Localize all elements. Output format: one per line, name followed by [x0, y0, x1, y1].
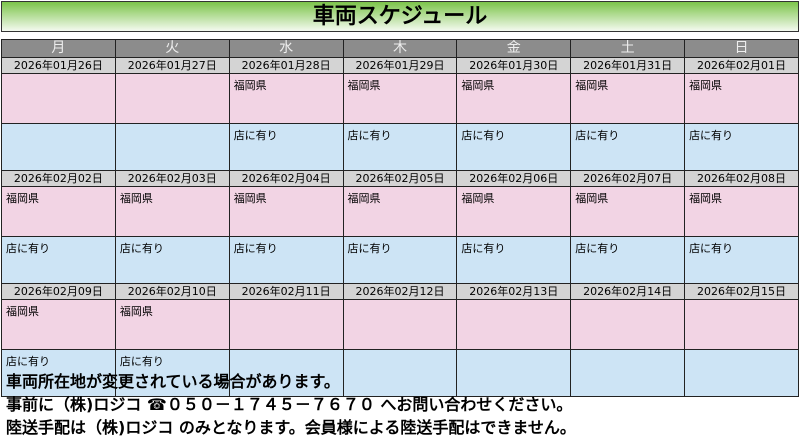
week-location-row: 福岡県 福岡県 福岡県 福岡県 福岡県 福岡県 福岡県 [1, 186, 799, 237]
date-cell: 2026年02月01日 [684, 57, 799, 74]
weekday-header: 水 [228, 39, 344, 58]
status-cell [684, 349, 799, 397]
notes: 車両所在地が変更されている場合があります。 事前に（株)ロジコ ☎０５０－１７４… [6, 370, 576, 439]
weekday-header: 木 [342, 39, 458, 58]
date-cell: 2026年02月03日 [114, 170, 230, 187]
status-cell: 店に有り [342, 236, 458, 284]
weekday-header: 月 [1, 39, 116, 58]
weekday-header: 金 [456, 39, 572, 58]
date-cell: 2026年02月11日 [228, 283, 344, 300]
week-date-row: 2026年02月09日 2026年02月10日 2026年02月11日 2026年02… [1, 283, 799, 300]
date-cell: 2026年01月31日 [570, 57, 686, 74]
status-cell: 店に有り [1, 349, 116, 397]
note-line: 陸送手配は（株)ロジコ のみとなります。会員様による陸送手配はできません。 [6, 418, 576, 437]
note-line: 車両所在地が変更されている場合があります。 [6, 372, 340, 391]
page-title: 車両スケジュール [1, 1, 799, 32]
weekday-header: 日 [684, 39, 799, 58]
status-cell [342, 349, 458, 397]
date-cell: 2026年02月04日 [228, 170, 344, 187]
location-cell: 福岡県 [1, 186, 116, 237]
location-cell [456, 299, 572, 350]
location-cell: 福岡県 [342, 73, 458, 124]
location-cell: 福岡県 [570, 186, 686, 237]
week-status-row: 店に有り 店に有り [1, 349, 799, 397]
location-cell [342, 299, 458, 350]
status-cell: 店に有り [342, 123, 458, 171]
status-cell [228, 349, 344, 397]
location-cell: 福岡県 [684, 186, 799, 237]
week-status-row: 店に有り 店に有り 店に有り 店に有り 店に有り 店に有り 店に有り [1, 236, 799, 284]
date-cell: 2026年02月15日 [684, 283, 799, 300]
week-location-row: 福岡県 福岡県 福岡県 福岡県 福岡県 [1, 73, 799, 124]
date-cell: 2026年02月09日 [1, 283, 116, 300]
status-cell: 店に有り [1, 236, 116, 284]
date-cell: 2026年01月29日 [342, 57, 458, 74]
week-date-row: 2026年02月02日 2026年02月03日 2026年02月04日 2026年02… [1, 170, 799, 187]
status-cell: 店に有り [570, 123, 686, 171]
date-cell: 2026年02月02日 [1, 170, 116, 187]
location-cell [684, 299, 799, 350]
location-cell: 福岡県 [114, 299, 230, 350]
status-cell: 店に有り [684, 123, 799, 171]
date-cell: 2026年01月30日 [456, 57, 572, 74]
status-cell [114, 123, 230, 171]
date-cell: 2026年02月10日 [114, 283, 230, 300]
week-location-row: 福岡県 福岡県 [1, 299, 799, 350]
location-cell [1, 73, 116, 124]
schedule-table: 月火水木金土日 2026年01月26日 2026年01月27日 2026年01月28… [1, 39, 799, 397]
location-cell: 福岡県 [228, 186, 344, 237]
note-line: 事前に（株)ロジコ ☎０５０－１７４５－７６７０ へお問い合わせください。 [6, 395, 573, 414]
status-cell [456, 349, 572, 397]
date-cell: 2026年02月07日 [570, 170, 686, 187]
date-cell: 2026年02月14日 [570, 283, 686, 300]
date-cell: 2026年02月13日 [456, 283, 572, 300]
weekday-header: 土 [570, 39, 686, 58]
location-cell: 福岡県 [1, 299, 116, 350]
location-cell: 福岡県 [456, 73, 572, 124]
status-cell: 店に有り [228, 123, 344, 171]
date-cell: 2026年01月27日 [114, 57, 230, 74]
status-cell: 店に有り [456, 236, 572, 284]
location-cell: 福岡県 [228, 73, 344, 124]
location-cell: 福岡県 [114, 186, 230, 237]
date-cell: 2026年02月08日 [684, 170, 799, 187]
status-cell: 店に有り [684, 236, 799, 284]
location-cell: 福岡県 [456, 186, 572, 237]
status-cell [570, 349, 686, 397]
location-cell: 福岡県 [342, 186, 458, 237]
date-cell: 2026年02月05日 [342, 170, 458, 187]
status-cell: 店に有り [228, 236, 344, 284]
week-date-row: 2026年01月26日 2026年01月27日 2026年01月28日 2026年01… [1, 57, 799, 74]
location-cell [228, 299, 344, 350]
week-status-row: 店に有り 店に有り 店に有り 店に有り 店に有り [1, 123, 799, 171]
status-cell: 店に有り [114, 236, 230, 284]
location-cell: 福岡県 [684, 73, 799, 124]
date-cell: 2026年02月06日 [456, 170, 572, 187]
location-cell [114, 73, 230, 124]
location-cell: 福岡県 [570, 73, 686, 124]
location-cell [570, 299, 686, 350]
date-cell: 2026年02月12日 [342, 283, 458, 300]
status-cell: 店に有り [570, 236, 686, 284]
status-cell: 店に有り [456, 123, 572, 171]
date-cell: 2026年01月26日 [1, 57, 116, 74]
date-cell: 2026年01月28日 [228, 57, 344, 74]
status-cell [1, 123, 116, 171]
weekday-header: 火 [114, 39, 230, 58]
